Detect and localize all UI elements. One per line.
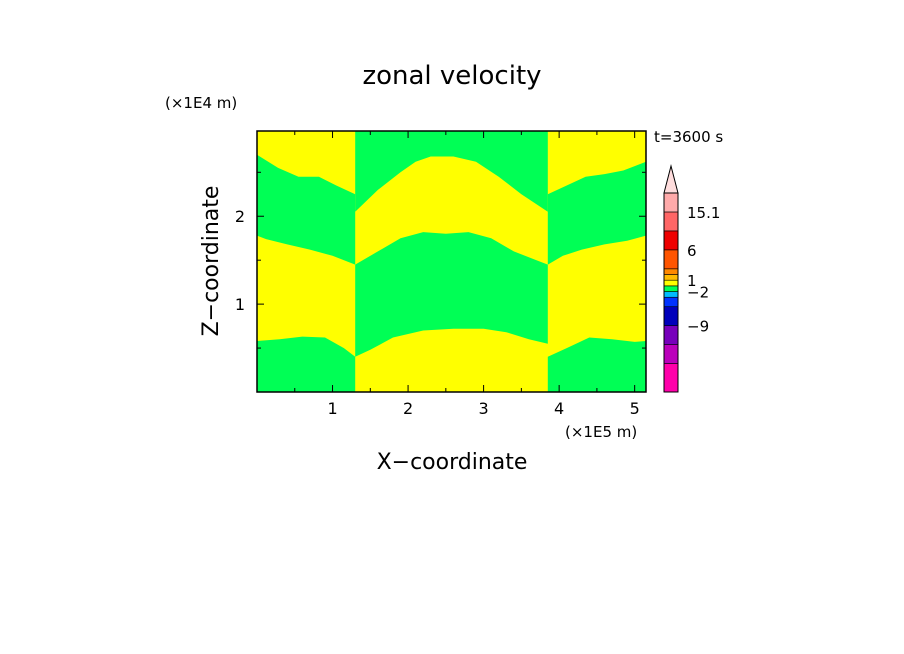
x-unit-label: (×1E5 m) bbox=[565, 423, 637, 441]
time-label: t=3600 s bbox=[654, 128, 723, 146]
velocity-region-left-top bbox=[257, 154, 356, 265]
x-tick-label: 4 bbox=[554, 399, 564, 418]
velocity-region-center-middle bbox=[355, 232, 548, 357]
colorbar-band bbox=[663, 325, 679, 345]
x-tick-label: 2 bbox=[403, 399, 413, 418]
colorbar-band bbox=[663, 274, 679, 281]
colorbar-frame bbox=[663, 192, 679, 393]
x-tick-label: 5 bbox=[630, 399, 640, 418]
colorbar-band bbox=[663, 291, 679, 298]
colorbar-label: 15.1 bbox=[687, 204, 720, 222]
colorbar-label: 6 bbox=[687, 242, 697, 260]
colorbar-band bbox=[663, 279, 679, 287]
colorbar-band bbox=[663, 285, 679, 292]
x-tick-label: 1 bbox=[327, 399, 337, 418]
colorbar-band bbox=[663, 230, 679, 251]
colorbar-band bbox=[663, 363, 679, 393]
x-tick-label: 3 bbox=[479, 399, 489, 418]
x-axis-ticks: 1 2 3 4 5 bbox=[294, 131, 640, 418]
colorbar-label: 1 bbox=[687, 272, 697, 290]
colorbar-band bbox=[663, 268, 679, 275]
colorbar-band bbox=[663, 296, 679, 308]
colorbar-band bbox=[663, 211, 679, 232]
velocity-region-right-top bbox=[547, 161, 646, 265]
y-tick-label: 2 bbox=[235, 207, 245, 226]
y-axis-ticks: 12 bbox=[235, 171, 646, 349]
velocity-region-center-top bbox=[355, 131, 548, 212]
plot-area bbox=[256, 130, 647, 393]
colorbar-max-arrow bbox=[663, 164, 679, 194]
colorbar-band bbox=[663, 306, 679, 326]
y-tick-label: 1 bbox=[235, 295, 245, 314]
colorbar: 15.1 6 1−2 −9 bbox=[663, 164, 720, 393]
x-axis-label: X−coordinate bbox=[377, 450, 528, 475]
colorbar-band bbox=[663, 344, 679, 364]
y-axis-label: Z−coordinate bbox=[199, 186, 224, 337]
chart-title: zonal velocity bbox=[362, 61, 541, 91]
colorbar-label: −9 bbox=[687, 318, 709, 336]
velocity-region-right-bottom bbox=[547, 337, 646, 392]
plot-frame bbox=[256, 130, 647, 393]
colorbar-band bbox=[663, 192, 679, 213]
colorbar-band bbox=[663, 249, 679, 270]
colorbar-label: −2 bbox=[687, 284, 709, 302]
y-unit-label: (×1E4 m) bbox=[165, 94, 237, 112]
velocity-region-left-bottom bbox=[257, 336, 356, 392]
